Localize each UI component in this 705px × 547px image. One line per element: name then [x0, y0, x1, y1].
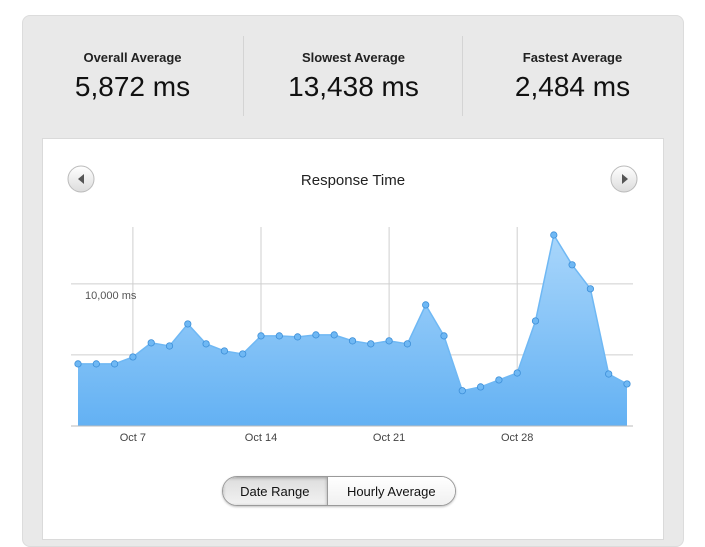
point — [550, 231, 558, 239]
stat: Overall Average 5,872 ms — [23, 36, 242, 116]
point — [568, 261, 576, 269]
toggle-button[interactable]: Hourly Average — [327, 477, 455, 505]
point — [476, 383, 485, 391]
separator — [243, 36, 244, 116]
point — [257, 332, 265, 340]
point — [458, 387, 466, 395]
stat-value: 2,484 ms — [514, 71, 631, 102]
point — [605, 370, 613, 378]
point — [623, 380, 631, 388]
stat: Slowest Average 13,438 ms — [244, 36, 463, 116]
point — [513, 369, 521, 377]
toggle-group: Date Range Hourly Average — [222, 476, 456, 506]
point — [367, 340, 375, 348]
point — [239, 350, 247, 358]
point — [385, 337, 393, 345]
x-tick-label: Oct 7 — [120, 432, 146, 444]
chart: Response Time 10,000 ms Oct 7 Oct 14 Oct 21… — [67, 165, 638, 444]
stat-value: 13,438 ms — [288, 71, 419, 102]
x-tick-label: Oct 28 — [501, 432, 533, 444]
page: Overall Average 5,872 ms Slowest Average… — [22, 15, 684, 547]
x-tick-label: Oct 21 — [373, 432, 405, 444]
y-tick-label: 10,000 ms — [85, 290, 137, 302]
point — [348, 337, 357, 345]
point — [129, 353, 137, 361]
point — [495, 376, 503, 384]
point — [202, 340, 210, 348]
stat: Fastest Average 2,484 ms — [463, 36, 682, 116]
next-button[interactable] — [610, 165, 638, 193]
point — [74, 360, 82, 368]
point — [147, 339, 155, 347]
point — [165, 342, 174, 350]
point — [184, 320, 192, 328]
prev-arrow[interactable] — [78, 174, 84, 184]
x-tick-label: Oct 14 — [245, 432, 277, 444]
point — [294, 333, 302, 341]
point — [422, 301, 430, 309]
point — [312, 331, 320, 339]
point — [220, 347, 228, 355]
stat-label: Overall Average — [83, 50, 182, 65]
point — [275, 332, 283, 340]
point — [92, 360, 100, 368]
stat-label: Fastest Average — [522, 50, 623, 65]
next-arrow[interactable] — [622, 174, 628, 184]
point — [111, 360, 119, 368]
stat-label: Slowest Average — [301, 50, 406, 65]
point — [586, 285, 595, 293]
point — [440, 332, 448, 340]
toggle-button[interactable]: Date Range — [223, 477, 328, 505]
point — [330, 331, 338, 339]
separator — [462, 36, 463, 116]
chart-title: Response Time — [301, 172, 405, 189]
point — [403, 340, 411, 348]
prev-button[interactable] — [67, 165, 95, 193]
point — [531, 317, 540, 325]
stat-value: 5,872 ms — [74, 71, 191, 102]
area — [78, 234, 627, 426]
